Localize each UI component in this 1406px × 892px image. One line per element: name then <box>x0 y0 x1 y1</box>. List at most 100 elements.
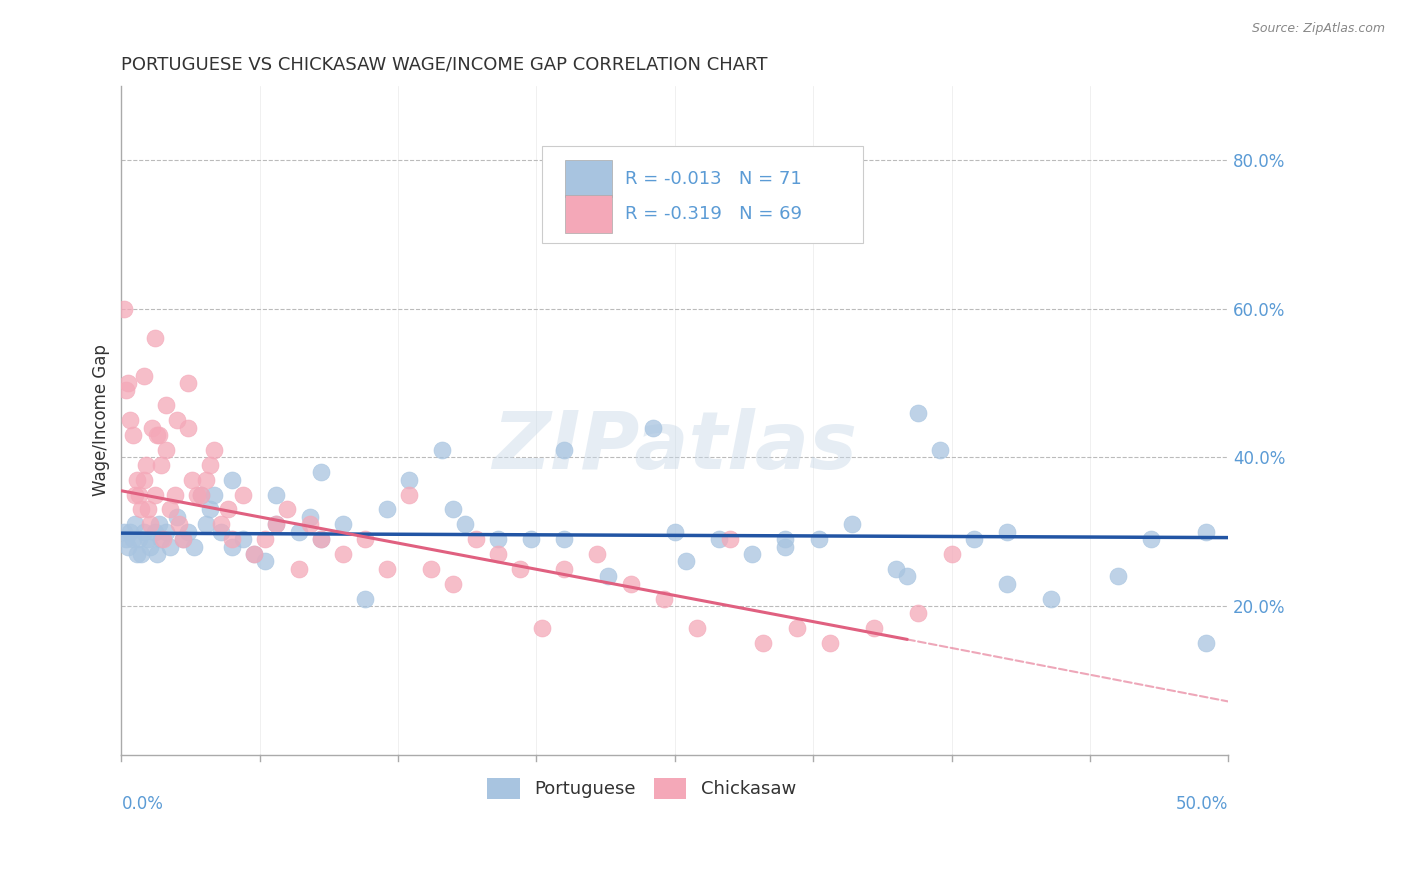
Point <box>146 428 169 442</box>
Point <box>266 517 288 532</box>
Point <box>190 487 212 501</box>
Text: R = -0.319   N = 69: R = -0.319 N = 69 <box>626 205 801 223</box>
Text: 0.0%: 0.0% <box>121 796 163 814</box>
Point <box>332 517 354 532</box>
Point <box>1040 591 1063 606</box>
Point <box>117 376 139 390</box>
Point <box>112 524 135 539</box>
Point <box>896 569 918 583</box>
Y-axis label: Wage/Income Gap: Wage/Income Gap <box>93 344 110 496</box>
Point <box>686 621 709 635</box>
Point <box>115 532 138 546</box>
Point <box>354 591 377 606</box>
Point <box>167 517 190 532</box>
Point <box>155 524 177 539</box>
Point <box>150 458 173 472</box>
Point <box>530 621 553 635</box>
Point <box>641 420 664 434</box>
Point <box>375 562 398 576</box>
Point <box>117 540 139 554</box>
Point <box>155 398 177 412</box>
Point <box>586 547 609 561</box>
Point <box>136 502 159 516</box>
Point <box>941 547 963 561</box>
Text: PORTUGUESE VS CHICKASAW WAGE/INCOME GAP CORRELATION CHART: PORTUGUESE VS CHICKASAW WAGE/INCOME GAP … <box>121 55 768 73</box>
Point <box>309 532 332 546</box>
Point <box>707 532 730 546</box>
Point <box>243 547 266 561</box>
Point <box>139 517 162 532</box>
Point <box>287 524 309 539</box>
Point <box>553 562 575 576</box>
Point <box>375 502 398 516</box>
Point <box>266 517 288 532</box>
Point <box>131 547 153 561</box>
Point <box>143 524 166 539</box>
Point <box>818 636 841 650</box>
Point <box>786 621 808 635</box>
Point <box>121 428 143 442</box>
Legend: Portuguese, Chickasaw: Portuguese, Chickasaw <box>479 771 803 805</box>
Point <box>132 368 155 383</box>
Point <box>398 473 420 487</box>
Point <box>209 517 232 532</box>
Point <box>194 473 217 487</box>
Text: Source: ZipAtlas.com: Source: ZipAtlas.com <box>1251 22 1385 36</box>
Point <box>718 532 741 546</box>
Point <box>741 547 763 561</box>
Point <box>443 576 465 591</box>
Point <box>124 487 146 501</box>
Point <box>298 509 321 524</box>
Point <box>398 487 420 501</box>
Point <box>141 420 163 434</box>
Point <box>1195 636 1218 650</box>
Point <box>166 413 188 427</box>
Point <box>232 532 254 546</box>
Point <box>664 524 686 539</box>
Point <box>159 540 181 554</box>
Point <box>287 562 309 576</box>
Point <box>139 540 162 554</box>
Point <box>420 562 443 576</box>
Point <box>209 524 232 539</box>
Point <box>131 502 153 516</box>
Point <box>675 554 697 568</box>
Point <box>177 420 200 434</box>
Point <box>553 442 575 457</box>
Point <box>652 591 675 606</box>
Point <box>221 540 243 554</box>
Point <box>128 532 150 546</box>
Point <box>132 524 155 539</box>
Point <box>128 487 150 501</box>
Point <box>907 607 929 621</box>
Point <box>962 532 984 546</box>
Point <box>775 532 797 546</box>
Point <box>309 532 332 546</box>
Text: R = -0.013   N = 71: R = -0.013 N = 71 <box>626 169 801 188</box>
Point <box>121 532 143 546</box>
Point <box>112 301 135 316</box>
Point <box>183 540 205 554</box>
Point <box>486 532 509 546</box>
Point <box>181 473 204 487</box>
Point <box>166 509 188 524</box>
Point <box>863 621 886 635</box>
Point <box>807 532 830 546</box>
Point <box>148 428 170 442</box>
FancyBboxPatch shape <box>541 146 863 243</box>
Point <box>276 502 298 516</box>
Point <box>159 502 181 516</box>
Point <box>309 465 332 479</box>
Point <box>232 487 254 501</box>
Point <box>143 487 166 501</box>
Point <box>202 487 225 501</box>
Point <box>453 517 475 532</box>
Point <box>332 547 354 561</box>
Point <box>194 517 217 532</box>
Point <box>464 532 486 546</box>
Point <box>135 458 157 472</box>
Point <box>221 532 243 546</box>
Point <box>619 576 641 591</box>
Point <box>254 532 277 546</box>
Point <box>354 532 377 546</box>
